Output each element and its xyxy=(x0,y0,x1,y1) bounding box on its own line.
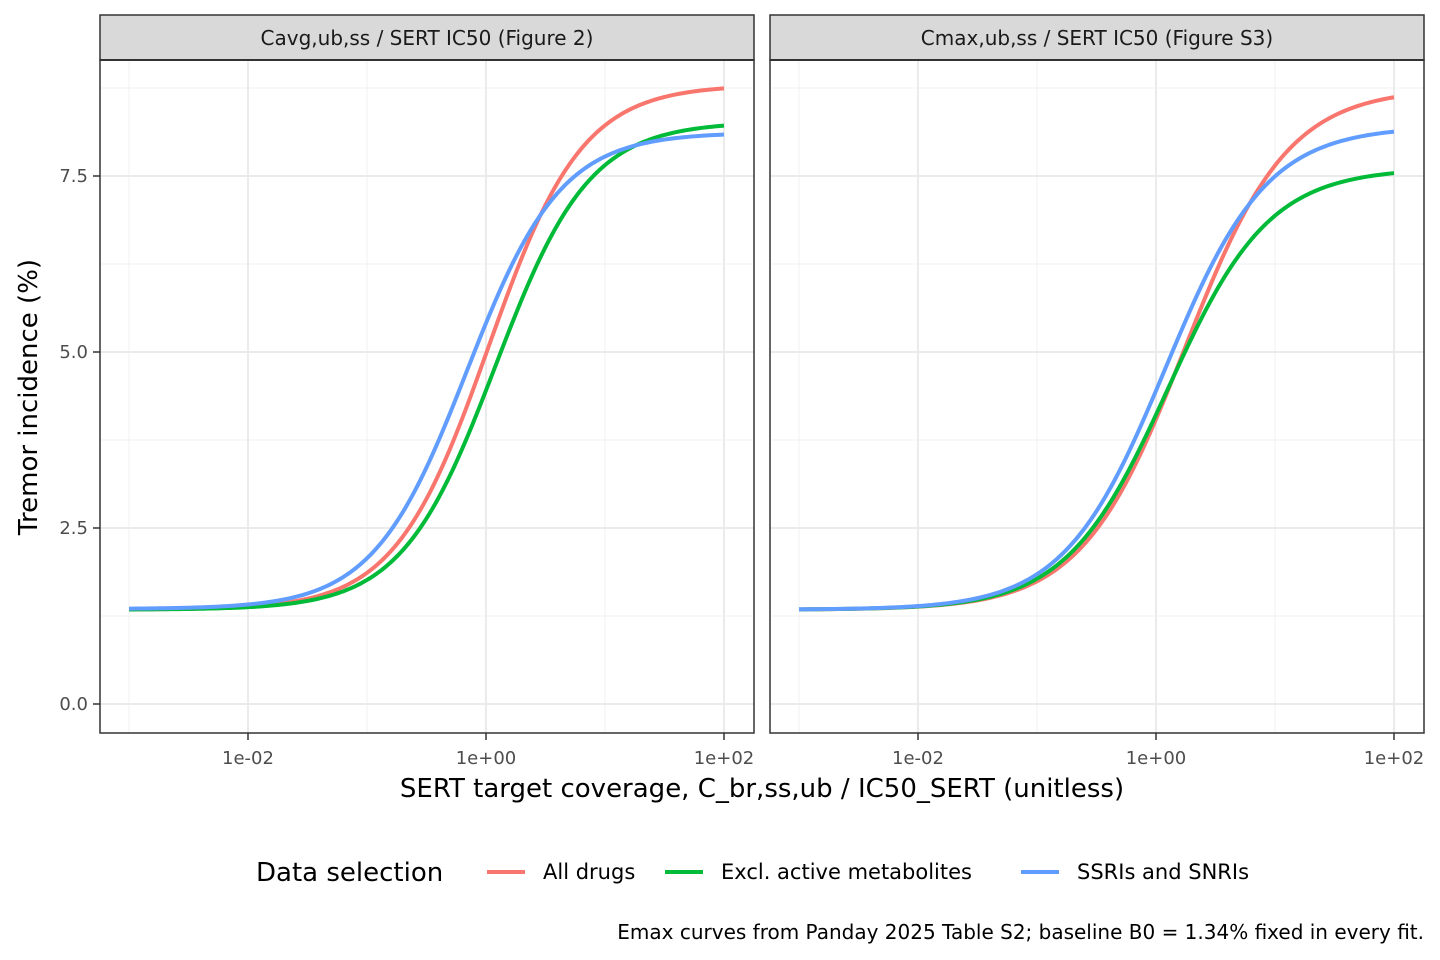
x-tick-label: 1e+02 xyxy=(1364,748,1425,769)
y-tick-label: 7.5 xyxy=(59,166,88,187)
series-line-ssris-and-snris xyxy=(798,129,1395,612)
panels: Cavg,ub,ss / SERT IC50 (Figure 2) 1e-02 1e… xyxy=(59,14,1425,769)
caption: Emax curves from Panday 2025 Table S2; b… xyxy=(617,920,1424,944)
x-tick-label: 1e+02 xyxy=(694,748,755,769)
y-tick-label: 2.5 xyxy=(59,518,88,539)
legend-label-all-drugs: All drugs xyxy=(543,860,635,884)
x-tick-label: 1e+00 xyxy=(1126,748,1187,769)
panel-background xyxy=(770,60,1424,733)
legend-title: Data selection xyxy=(256,858,443,888)
y-axis-title: Tremor incidence (%) xyxy=(14,259,44,536)
series-line-ssris-and-snris xyxy=(128,132,725,611)
strip-title: Cavg,ub,ss / SERT IC50 (Figure 2) xyxy=(261,26,594,50)
legend: Data selection All drugs Excl. active me… xyxy=(256,858,1249,888)
strip-title: Cmax,ub,ss / SERT IC50 (Figure S3) xyxy=(921,26,1273,50)
y-tick-label: 5.0 xyxy=(59,342,88,363)
x-tick-label: 1e-02 xyxy=(222,748,274,769)
x-tick-label: 1e+00 xyxy=(456,748,517,769)
legend-label-ssris-and-snris: SSRIs and SNRIs xyxy=(1077,860,1249,884)
legend-label-excl-active-metabolites: Excl. active metabolites xyxy=(721,860,972,884)
panel-1: Cavg,ub,ss / SERT IC50 (Figure 2) 1e-02 1e… xyxy=(59,14,755,769)
panel-background xyxy=(100,60,754,733)
y-tick-label: 0.0 xyxy=(59,694,88,715)
strip-background xyxy=(99,14,755,61)
x-axis-title: SERT target coverage, C_br,ss,ub / IC50_… xyxy=(400,774,1124,804)
panel-2: Cmax,ub,ss / SERT IC50 (Figure S3) 1e-02 1… xyxy=(769,14,1425,769)
x-tick-label: 1e-02 xyxy=(892,748,944,769)
